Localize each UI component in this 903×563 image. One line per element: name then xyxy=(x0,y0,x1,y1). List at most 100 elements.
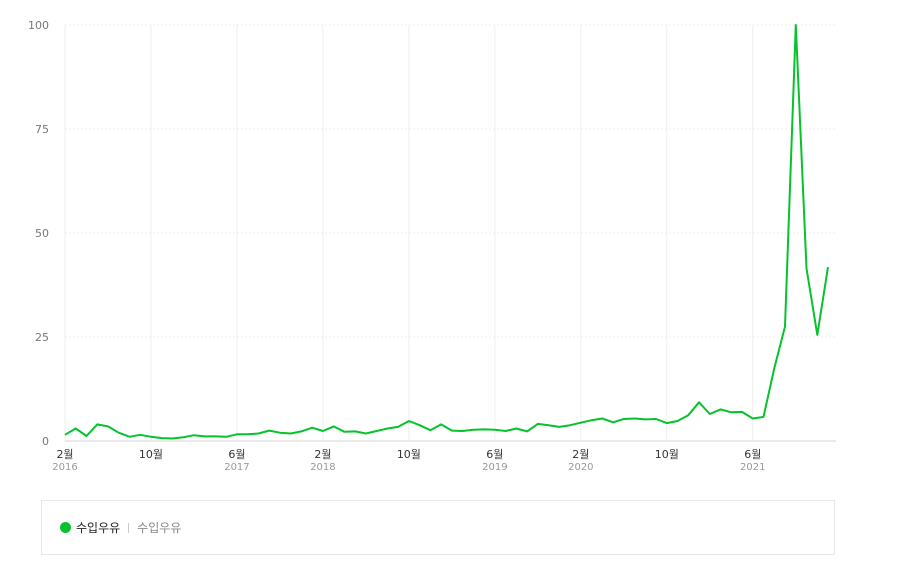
data-point[interactable] xyxy=(266,428,272,434)
data-point[interactable] xyxy=(642,416,648,422)
data-point[interactable] xyxy=(169,436,175,442)
data-point[interactable] xyxy=(384,426,390,432)
data-point[interactable] xyxy=(116,430,122,436)
data-point[interactable] xyxy=(696,399,702,405)
data-point[interactable] xyxy=(728,409,734,415)
data-point[interactable] xyxy=(438,421,444,427)
data-point[interactable] xyxy=(298,428,304,434)
data-point[interactable] xyxy=(277,430,283,436)
data-point[interactable] xyxy=(481,426,487,432)
data-point[interactable] xyxy=(546,422,552,428)
data-point[interactable] xyxy=(782,324,788,330)
data-point[interactable] xyxy=(234,431,240,437)
x-tick-year-label: 2020 xyxy=(568,462,593,473)
data-point[interactable] xyxy=(62,432,68,438)
data-point[interactable] xyxy=(352,428,358,434)
y-tick-label: 100 xyxy=(28,19,49,32)
data-point[interactable] xyxy=(395,424,401,430)
data-point[interactable] xyxy=(331,423,337,429)
y-axis: 100 75 50 25 0 xyxy=(28,19,49,448)
data-point[interactable] xyxy=(148,434,154,440)
data-point[interactable] xyxy=(73,426,79,432)
data-point[interactable] xyxy=(374,428,380,434)
data-point[interactable] xyxy=(599,416,605,422)
data-point[interactable] xyxy=(621,416,627,422)
y-tick-label: 75 xyxy=(35,123,49,136)
data-point[interactable] xyxy=(610,419,616,425)
x-tick-month-label: 10월 xyxy=(139,448,163,461)
data-point[interactable] xyxy=(180,434,186,440)
data-point[interactable] xyxy=(675,418,681,424)
legend-series-description: 수입우유 xyxy=(137,521,182,535)
data-point[interactable] xyxy=(245,431,251,437)
data-point[interactable] xyxy=(492,427,498,433)
data-point[interactable] xyxy=(191,432,197,438)
data-point[interactable] xyxy=(341,429,347,435)
data-point[interactable] xyxy=(578,420,584,426)
data-point[interactable] xyxy=(470,427,476,433)
x-tick-month-label: 6월 xyxy=(486,448,503,461)
series-line xyxy=(64,24,829,440)
data-point[interactable] xyxy=(427,427,433,433)
data-point[interactable] xyxy=(309,425,315,431)
data-point[interactable] xyxy=(137,432,143,438)
x-tick-month-label: 2월 xyxy=(56,448,73,461)
data-point[interactable] xyxy=(771,365,777,371)
data-point[interactable] xyxy=(320,428,326,434)
data-point[interactable] xyxy=(750,416,756,422)
data-point[interactable] xyxy=(793,22,799,28)
data-point[interactable] xyxy=(632,416,638,422)
data-point[interactable] xyxy=(159,435,165,441)
data-point[interactable] xyxy=(126,434,132,440)
data-point[interactable] xyxy=(202,433,208,439)
data-point[interactable] xyxy=(761,414,767,420)
data-point[interactable] xyxy=(223,434,229,440)
y-tick-label: 25 xyxy=(35,331,49,344)
data-point[interactable] xyxy=(814,332,820,338)
x-tick-year-label: 2018 xyxy=(310,462,335,473)
data-point[interactable] xyxy=(524,428,530,434)
x-tick-month-label: 10월 xyxy=(397,448,421,461)
data-point[interactable] xyxy=(105,423,111,429)
legend-separator xyxy=(128,522,130,533)
data-point[interactable] xyxy=(653,416,659,422)
grid-lines xyxy=(64,24,836,442)
data-point[interactable] xyxy=(804,265,810,271)
data-point[interactable] xyxy=(825,264,831,270)
data-point[interactable] xyxy=(94,421,100,427)
legend-item[interactable]: 수입우유 수입우유 xyxy=(60,519,181,536)
data-point[interactable] xyxy=(417,422,423,428)
x-tick-year-label: 2017 xyxy=(224,462,249,473)
data-point[interactable] xyxy=(685,412,691,418)
data-point[interactable] xyxy=(449,428,455,434)
x-tick-month-label: 10월 xyxy=(655,448,679,461)
data-point[interactable] xyxy=(513,426,519,432)
data-point[interactable] xyxy=(589,417,595,423)
data-point[interactable] xyxy=(212,433,218,439)
data-point[interactable] xyxy=(288,431,294,437)
legend-dot-icon xyxy=(60,522,71,533)
data-point[interactable] xyxy=(718,406,724,412)
data-point[interactable] xyxy=(567,422,573,428)
data-point[interactable] xyxy=(363,431,369,437)
data-point[interactable] xyxy=(255,431,261,437)
legend-series-name: 수입우유 xyxy=(76,521,121,535)
data-point[interactable] xyxy=(556,424,562,430)
y-tick-label: 0 xyxy=(42,435,49,448)
legend-box: 수입우유 수입우유 xyxy=(41,500,835,555)
data-point[interactable] xyxy=(535,421,541,427)
data-point[interactable] xyxy=(503,428,509,434)
data-point[interactable] xyxy=(664,420,670,426)
x-tick-month-label: 2월 xyxy=(314,448,331,461)
x-tick-month-label: 6월 xyxy=(228,448,245,461)
x-tick-month-label: 6월 xyxy=(744,448,761,461)
x-tick-month-label: 2월 xyxy=(572,448,589,461)
data-point[interactable] xyxy=(460,428,466,434)
data-point[interactable] xyxy=(739,409,745,415)
data-point[interactable] xyxy=(83,433,89,439)
data-point[interactable] xyxy=(707,411,713,417)
data-point[interactable] xyxy=(406,418,412,424)
series-layer xyxy=(62,22,831,442)
